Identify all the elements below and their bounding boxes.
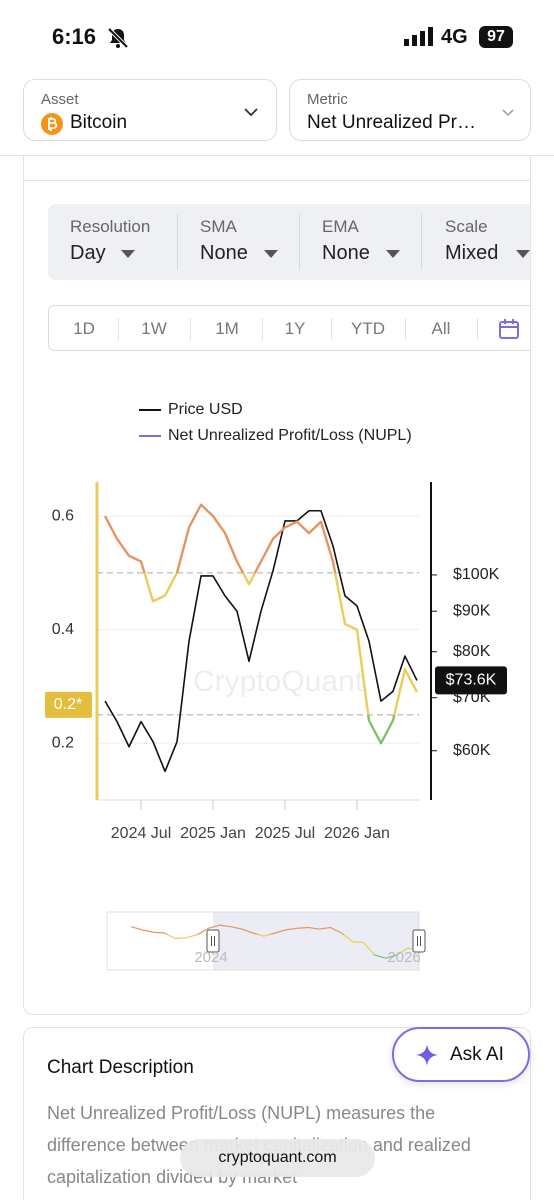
navigator-label: 2024	[194, 949, 227, 966]
options-bar: Resolution Day SMA None EMA None Scale M…	[48, 204, 530, 280]
y-tick-label: 0.6	[52, 507, 74, 524]
option-value: None	[200, 242, 248, 264]
range-button[interactable]: 1D	[73, 319, 95, 338]
chart-card: Resolution Day SMA None EMA None Scale M…	[23, 155, 531, 1015]
range-button[interactable]: All	[431, 319, 451, 338]
selector-label: Metric	[307, 91, 348, 108]
separator	[190, 318, 191, 340]
value-label-box	[435, 666, 507, 695]
separator	[177, 214, 178, 270]
option-label: SMA	[200, 217, 237, 236]
option[interactable]: Resolution Day	[48, 204, 171, 280]
option-label: EMA	[322, 217, 359, 236]
mute-icon	[107, 27, 129, 49]
y-tick-label: 0.2	[52, 734, 74, 751]
range-bar: 1D 1W 1M 1Y YTD All	[48, 305, 530, 351]
legend-label: Net Unrealized Profit/Loss (NUPL)	[168, 427, 412, 444]
y2-tick-label: $90K	[453, 602, 491, 619]
bitcoin-icon	[41, 113, 63, 135]
option[interactable]: SMA None	[178, 204, 300, 280]
card-divider	[24, 180, 530, 181]
navigator-handle	[206, 929, 220, 953]
status-time: 6:16	[52, 24, 97, 49]
chart: CryptoQuant0.60.40.2$100K$90K$80K$70K$60…	[45, 401, 507, 971]
separator	[477, 318, 478, 340]
x-tick-label: 2024 Jul	[111, 825, 172, 842]
chevron	[244, 108, 258, 117]
separator	[262, 318, 263, 340]
chevron	[502, 109, 514, 117]
caret	[121, 250, 135, 258]
range-button[interactable]: 1Y	[284, 319, 306, 338]
watermark: CryptoQuant	[193, 665, 364, 698]
y-tick-label: 0.4	[52, 621, 74, 638]
network: 4G	[441, 26, 468, 48]
separator	[299, 214, 300, 270]
ask-ai-label: Ask AI	[450, 1044, 504, 1065]
separator	[118, 318, 119, 340]
x-tick-label: 2026 Jan	[324, 825, 390, 842]
option-value: Mixed	[445, 242, 499, 264]
y2-tick-label: $60K	[453, 742, 491, 759]
navigator-selection	[213, 912, 419, 970]
price-line	[104, 509, 418, 773]
signal-icon	[404, 27, 433, 46]
selector-label: Asset	[41, 91, 79, 108]
navigator-line	[130, 924, 420, 959]
navigator-label: 2026	[387, 949, 420, 966]
navigator-handle	[412, 929, 426, 953]
range-button[interactable]: 1M	[215, 319, 239, 338]
caret	[386, 250, 400, 258]
range-button[interactable]: 1W	[141, 319, 167, 338]
separator	[405, 318, 406, 340]
separator	[421, 214, 422, 270]
value-label: $73.6K	[446, 672, 497, 689]
x-tick-label: 2025 Jul	[255, 825, 316, 842]
option[interactable]: Scale Mixed	[422, 204, 530, 280]
metric-selector[interactable]: Metric Net Unrealized Pr…	[289, 79, 531, 141]
legend-label: Price USD	[168, 401, 243, 418]
marker-label: 0.2*	[54, 696, 82, 713]
ask-ai-button[interactable]: Ask AI	[392, 1027, 530, 1082]
battery: 97	[479, 26, 513, 48]
option-value: Day	[70, 242, 106, 264]
option-value: None	[322, 242, 370, 264]
calendar-icon[interactable]	[498, 318, 520, 340]
option-label: Scale	[445, 217, 488, 236]
sparkle-icon	[416, 1044, 438, 1066]
nupl-line	[103, 503, 419, 745]
url-bar[interactable]: cryptoquant.com	[180, 1139, 375, 1177]
marker-box	[45, 691, 92, 718]
option-label: Resolution	[70, 217, 151, 236]
x-tick-label: 2025 Jan	[180, 825, 246, 842]
asset-selector[interactable]: Asset Bitcoin	[23, 79, 277, 141]
separator	[331, 318, 332, 340]
option[interactable]: EMA None	[300, 204, 422, 280]
caret	[516, 250, 530, 258]
selector-value: Bitcoin	[70, 112, 128, 133]
y2-tick-label: $100K	[453, 566, 500, 583]
description-title: Chart Description	[47, 1057, 194, 1078]
divider	[0, 155, 554, 156]
selector-value: Net Unrealized Pr…	[307, 112, 476, 133]
range-button[interactable]: YTD	[351, 319, 385, 338]
y2-tick-label: $80K	[453, 643, 491, 660]
caret	[264, 250, 278, 258]
